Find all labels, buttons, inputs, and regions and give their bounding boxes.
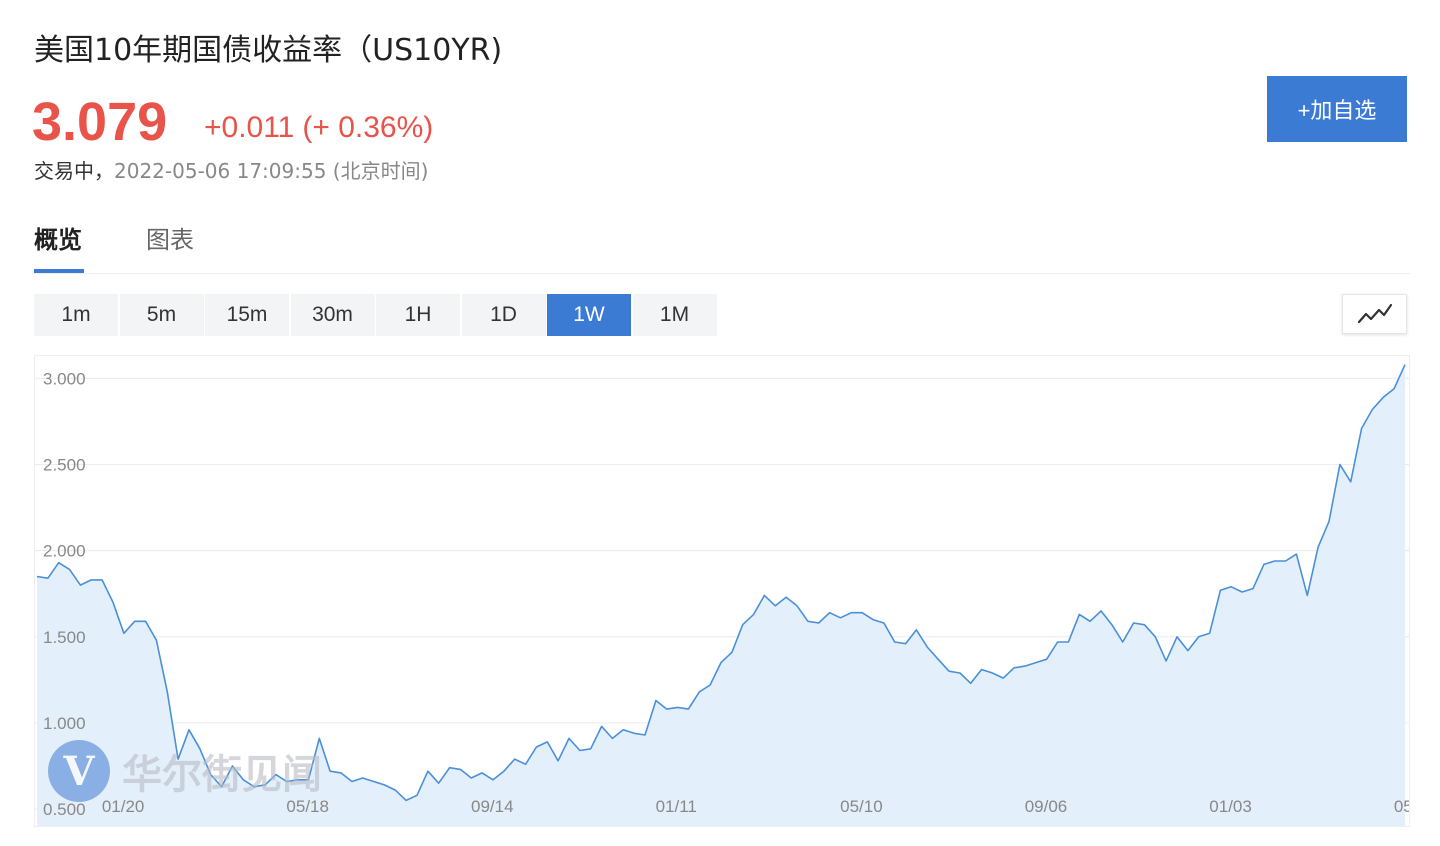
x-tick-label: 05/0 <box>1394 797 1410 816</box>
watermark: V 华尔街见闻 <box>48 740 322 802</box>
y-tick-label: 2.500 <box>43 456 86 475</box>
change-value: +0.011 <box>204 111 295 144</box>
page-title: 美国10年期国债收益率（US10YR) <box>34 33 503 68</box>
y-tick-label: 3.000 <box>43 369 86 388</box>
price-chart: 3.000 2.500 2.000 1.500 1.000 0.500 01/20 05/18… <box>35 364 1410 826</box>
period-1h[interactable]: 1H <box>376 294 460 336</box>
y-tick-label: 1.000 <box>43 714 86 733</box>
status-label: 交易中， <box>34 159 114 183</box>
watermark-text: 华尔街见闻 <box>122 751 322 798</box>
active-tab-indicator <box>34 269 84 273</box>
area-fill <box>37 364 1405 826</box>
tab-chart[interactable]: 图表 <box>146 226 194 254</box>
period-1w[interactable]: 1W <box>547 294 631 336</box>
change-percent: (+ 0.36%) <box>302 111 434 144</box>
period-1m[interactable]: 1m <box>34 294 118 336</box>
timestamp: 2022-05-06 17:09:55 (北京时间) <box>114 159 429 183</box>
period-15m[interactable]: 15m <box>205 294 289 336</box>
y-tick-label: 1.500 <box>43 628 86 647</box>
period-5m[interactable]: 5m <box>119 294 204 336</box>
trading-status: 交易中，2022-05-06 17:09:55 (北京时间) <box>34 156 428 186</box>
chart-type-button[interactable] <box>1342 294 1407 334</box>
price-change: +0.011 (+ 0.36%) <box>204 108 441 148</box>
x-tick-label: 01/03 <box>1209 797 1252 816</box>
series-line <box>36 364 1406 802</box>
tab-overview[interactable]: 概览 <box>34 226 82 254</box>
period-1mo[interactable]: 1M <box>632 294 717 336</box>
period-30m[interactable]: 30m <box>290 294 375 336</box>
x-tick-label: 05/18 <box>286 797 329 816</box>
x-tick-label: 01/20 <box>102 797 145 816</box>
chart-container: 3.000 2.500 2.000 1.500 1.000 0.500 01/20 05/18… <box>34 355 1410 827</box>
period-1d[interactable]: 1D <box>461 294 546 336</box>
y-tick-label: 2.000 <box>43 542 86 561</box>
period-selector: 1m 5m 15m 30m 1H 1D 1W 1M <box>34 294 718 336</box>
watermark-logo: V <box>48 740 110 802</box>
current-price: 3.079 <box>32 92 168 152</box>
x-tick-label: 01/11 <box>656 797 697 816</box>
x-tick-label: 09/14 <box>471 797 514 816</box>
line-chart-icon <box>1357 303 1392 324</box>
tab-bar: 概览 图表 <box>34 220 1410 274</box>
x-tick-label: 05/10 <box>840 797 883 816</box>
x-tick-label: 09/06 <box>1025 797 1068 816</box>
add-watchlist-button[interactable]: +加自选 <box>1267 76 1407 142</box>
y-tick-label: 0.500 <box>43 800 86 819</box>
